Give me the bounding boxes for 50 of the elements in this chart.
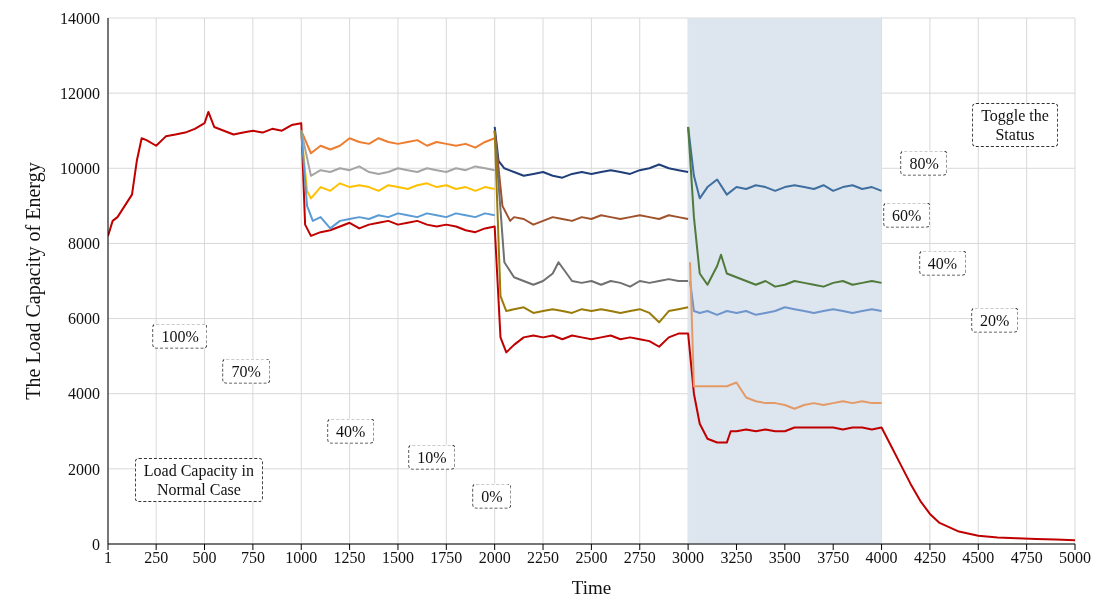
x-tick-label: 3250 [720,549,753,567]
x-tick-label: 3000 [672,549,705,567]
annotation: 20% [980,310,1010,330]
y-tick-label: 0 [92,535,100,553]
annotation: 40% [336,421,366,441]
annotation: 0% [481,486,503,506]
x-tick-label: 1000 [285,549,318,567]
line-series [300,129,496,155]
x-tick-label: 1750 [430,549,463,567]
x-tick-label: 3750 [817,549,850,567]
line-series [493,129,690,324]
x-axis-title: Time [571,577,612,598]
annotation: 70% [231,361,261,381]
x-tick-label: 2000 [478,549,511,567]
x-tick-label: 3500 [768,549,801,567]
x-tick-label: 1 [104,549,112,567]
annotation: 80% [909,153,939,173]
x-tick-label: 750 [240,549,265,567]
x-tick-label: 2250 [527,549,560,567]
y-tick-label: 6000 [68,310,100,328]
x-tick-label: 4000 [865,549,898,567]
x-tick-label: 5000 [1059,549,1091,567]
annotation: 40% [927,253,958,273]
x-tick-label: 2500 [575,549,608,567]
y-tick-label: 14000 [60,9,100,27]
x-tick-label: 1250 [333,549,366,567]
line-series [300,129,496,230]
annotation: Load Capacity in Normal Case [143,460,254,499]
x-tick-label: 4250 [913,549,946,567]
y-tick-label: 4000 [68,385,100,403]
y-tick-label: 12000 [60,84,100,102]
x-tick-label: 250 [144,549,169,567]
line-series [300,129,496,177]
x-tick-label: 4750 [1010,549,1043,567]
y-axis-title: The Load Capacity of Energy [22,162,46,400]
annotation: 100% [161,326,199,346]
x-tick-label: 1500 [381,549,414,567]
annotation: 60% [892,205,922,225]
line-series [689,280,883,316]
line-series [689,261,883,410]
annotation: Toggle the Status [981,105,1049,144]
x-tick-label: 4500 [962,549,995,567]
line-series [687,125,883,288]
annotation: 10% [417,447,447,467]
y-tick-label: 2000 [68,460,100,478]
y-tick-label: 10000 [60,159,100,177]
line-series [493,125,690,179]
y-tick-label: 8000 [68,235,100,253]
x-tick-label: 2750 [623,549,656,567]
x-tick-label: 500 [192,549,217,567]
